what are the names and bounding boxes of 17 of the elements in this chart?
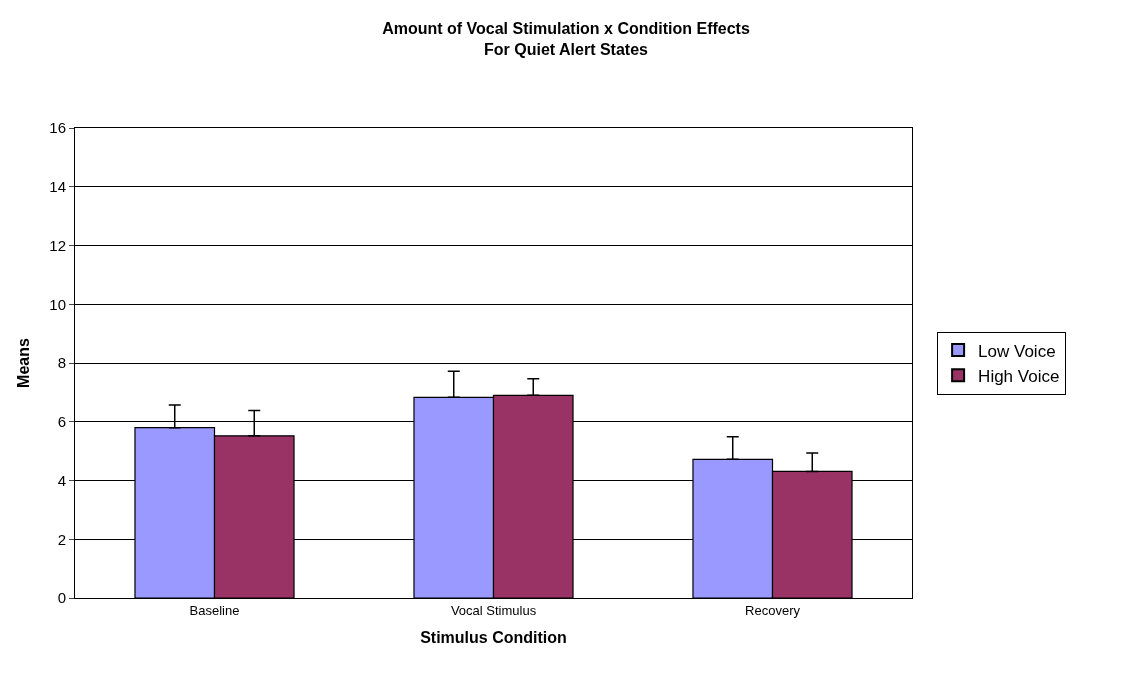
- x-axis-title: Stimulus Condition: [420, 629, 567, 647]
- y-tick-label: 10: [49, 295, 66, 313]
- legend-label: High Voice: [978, 366, 1060, 386]
- y-tick-label: 6: [57, 413, 66, 430]
- legend-label: Low Voice: [978, 341, 1056, 361]
- y-tick-label: 4: [57, 471, 66, 489]
- y-tick-label: 16: [49, 119, 66, 137]
- y-tick-label: 14: [49, 178, 66, 195]
- y-tick-label: 12: [49, 236, 66, 254]
- chart-title: Amount of Vocal Stimulation x Condition Effects For Quiet Alert States: [382, 20, 750, 58]
- y-tick-label: 0: [57, 589, 66, 607]
- y-tick-label: 8: [57, 354, 66, 372]
- x-tick-label: Baseline: [189, 602, 240, 618]
- y-tick-label: 2: [57, 530, 66, 548]
- y-axis-title: Means: [15, 338, 33, 388]
- x-tick-label: Vocal Stimulus: [450, 602, 537, 618]
- x-tick-label: Recovery: [745, 602, 801, 618]
